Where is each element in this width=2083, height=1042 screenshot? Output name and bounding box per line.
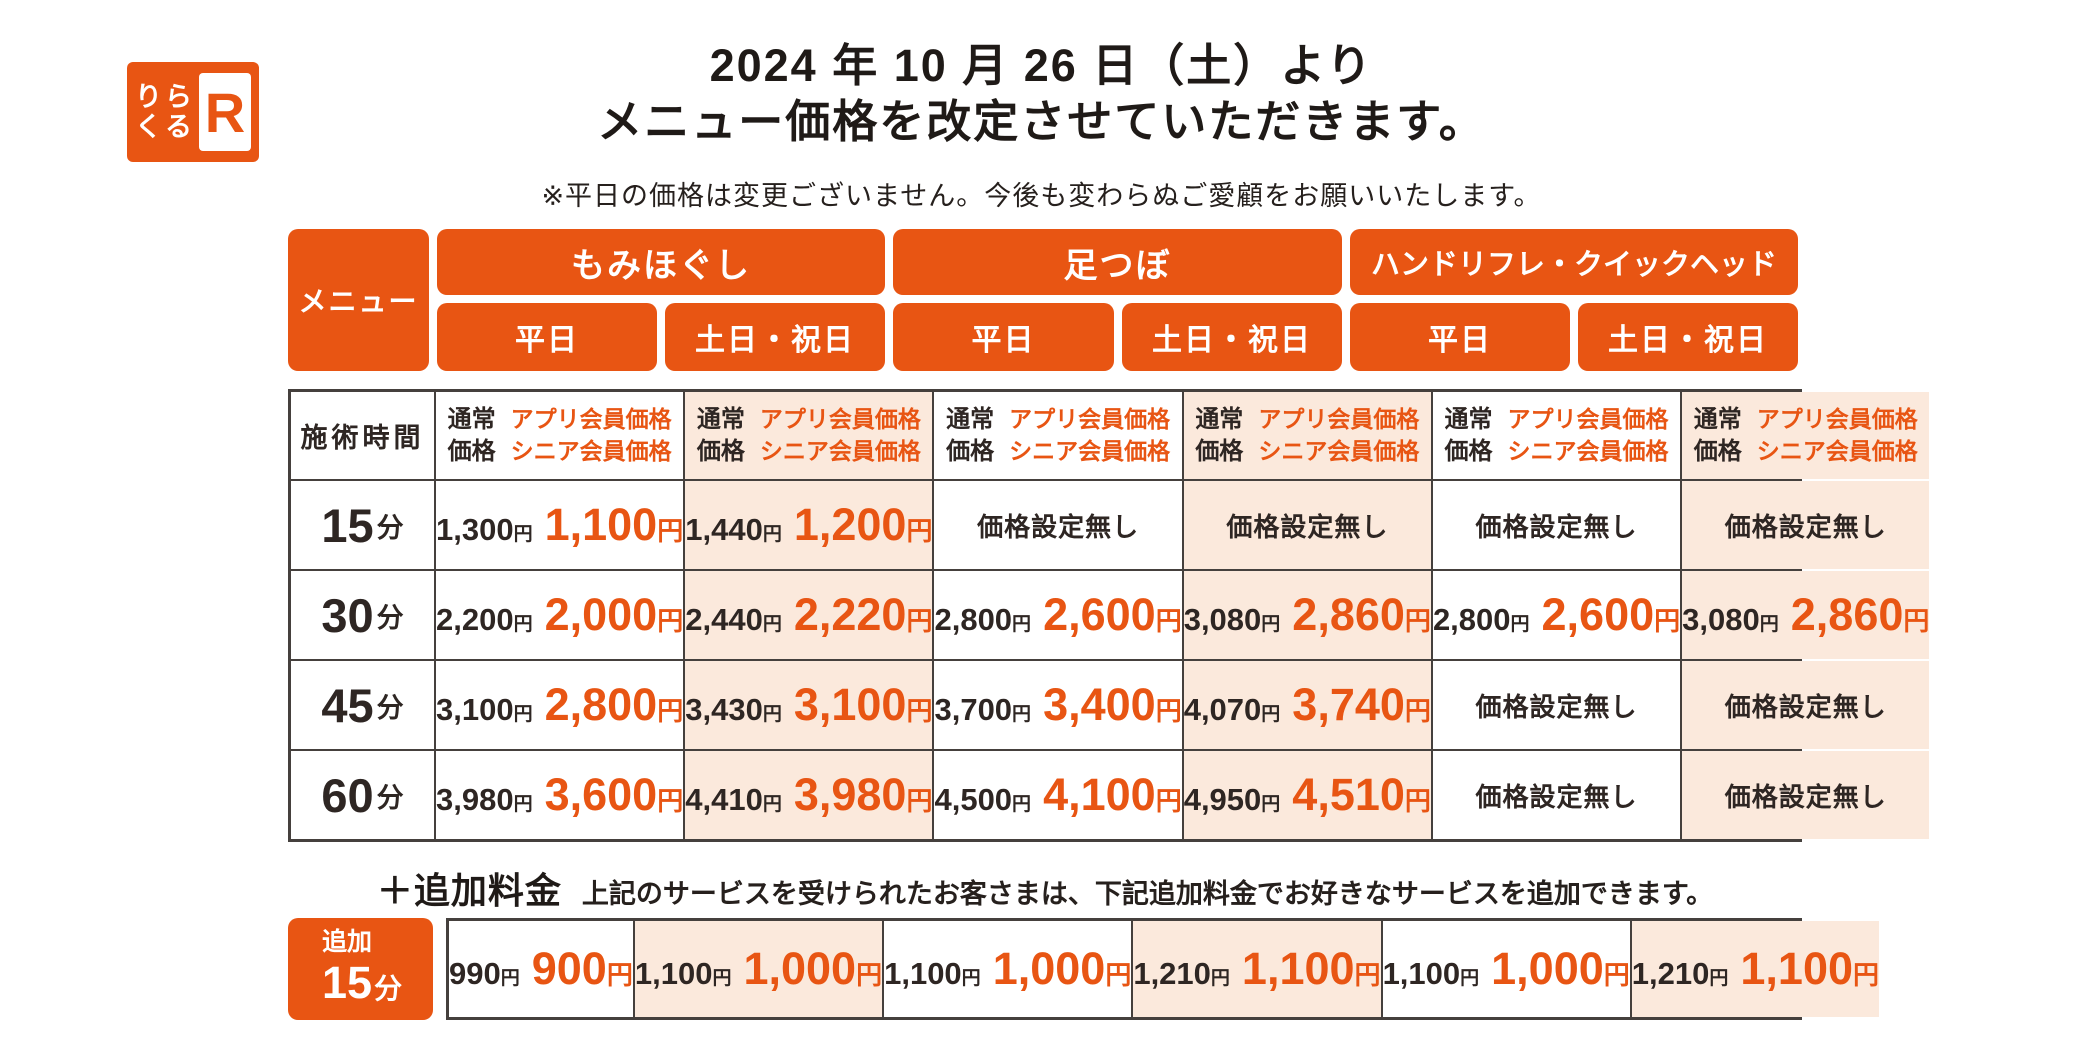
time-cell-15: 15 分 <box>291 481 434 569</box>
addon-price-table: 990円 900円 1,100円 1,000円 1,100円 1,000円 1,210… <box>446 918 1880 1020</box>
price-cell: 3,080円 2,860円 <box>1682 571 1930 659</box>
no-price-cell: 価格設定無し <box>934 481 1182 569</box>
no-price-cell: 価格設定無し <box>1682 661 1930 749</box>
addon-description: 上記のサービスを受けられたお客さまは、下記追加料金でお好きなサービスを追加できま… <box>581 879 1714 909</box>
category-header-momihogushi: もみほぐし <box>437 229 885 295</box>
day-header-hand-weekday: 平日 <box>1350 303 1570 371</box>
member-price-label: アプリ会員価格 シニア会員価格 <box>1756 406 1918 464</box>
logo-kana-2: ら <box>165 81 192 112</box>
no-price-cell: 価格設定無し <box>1682 751 1930 839</box>
day-header-momihogushi-weekend: 土日・祝日 <box>665 303 885 371</box>
price-cell: 3,980円 3,600円 <box>436 751 684 839</box>
title-line-2: メニュー価格を改定させていただきます。 <box>597 96 1486 148</box>
price-cell: 4,950円 4,510円 <box>1183 751 1431 839</box>
day-header-ashitsubo-weekend: 土日・祝日 <box>1122 303 1342 371</box>
addon-title: ＋追加料金 <box>376 870 562 911</box>
no-price-cell: 価格設定無し <box>1183 481 1431 569</box>
logo-kana-text: り ら く る <box>135 81 192 142</box>
member-price-label: アプリ会員価格 シニア会員価格 <box>510 406 672 464</box>
normal-price-label: 通常 価格 <box>1444 406 1493 465</box>
addon-15min-label: 追加 15分 <box>288 918 433 1020</box>
day-header-ashitsubo-weekday: 平日 <box>893 303 1114 371</box>
price-cell: 2,800円 2,600円 <box>1432 571 1681 659</box>
member-price-label: アプリ会員価格 シニア会員価格 <box>1258 406 1420 464</box>
no-price-cell: 価格設定無し <box>1432 481 1681 569</box>
price-cell: 3,100円 2,800円 <box>436 661 684 749</box>
normal-price-label: 通常 価格 <box>696 406 745 465</box>
title-line-1: 2024 年 10 月 26 日（土）より <box>709 40 1374 91</box>
price-cell: 4,500円 4,100円 <box>934 751 1182 839</box>
addon-price-cell: 1,210円 1,100円 <box>1631 921 1880 1017</box>
rirakuru-logo: り ら く る R <box>127 62 259 162</box>
normal-price-label: 通常 価格 <box>946 406 995 465</box>
price-cell: 2,800円 2,600円 <box>934 571 1182 659</box>
addon-price-cell: 990円 900円 <box>449 921 633 1017</box>
no-price-cell: 価格設定無し <box>1432 661 1681 749</box>
price-type-header: 通常 価格 アプリ会員価格 シニア会員価格 <box>685 392 933 479</box>
title-note: ※平日の価格は変更ございません。今後も変わらぬご愛顧をお願いいたします。 <box>541 181 1542 211</box>
price-cell: 3,700円 3,400円 <box>934 661 1182 749</box>
addon-price-cell: 1,100円 1,000円 <box>634 921 883 1017</box>
price-type-header: 通常 価格 アプリ会員価格 シニア会員価格 <box>1183 392 1431 479</box>
treatment-time-header: 施術時間 <box>291 392 434 479</box>
category-header-handrefle-quickhead: ハンドリフレ・クイックヘッド <box>1350 229 1798 295</box>
price-type-header: 通常 価格 アプリ会員価格 シニア会員価格 <box>934 392 1182 479</box>
price-table: 施術時間 通常 価格 アプリ会員価格 シニア会員価格 通常 価格 アプリ会員価格 シニア… <box>288 389 1930 842</box>
normal-price-label: 通常 価格 <box>1693 406 1742 465</box>
price-type-header: 通常 価格 アプリ会員価格 シニア会員価格 <box>436 392 684 479</box>
menu-header: メニュー <box>288 229 429 371</box>
time-cell-60: 60 分 <box>291 751 434 839</box>
member-price-label: アプリ会員価格 シニア会員価格 <box>1009 406 1171 464</box>
price-type-header: 通常 価格 アプリ会員価格 シニア会員価格 <box>1682 392 1930 479</box>
price-cell: 4,410円 3,980円 <box>685 751 933 839</box>
time-cell-45: 45 分 <box>291 661 434 749</box>
price-cell: 3,430円 3,100円 <box>685 661 933 749</box>
addon-price-cell: 1,100円 1,000円 <box>884 921 1132 1017</box>
time-cell-30: 30 分 <box>291 571 434 659</box>
member-price-label: アプリ会員価格 シニア会員価格 <box>1507 406 1669 464</box>
price-cell: 3,080円 2,860円 <box>1183 571 1431 659</box>
price-cell: 2,200円 2,000円 <box>436 571 684 659</box>
category-header-ashitsubo: 足つぼ <box>893 229 1342 295</box>
price-cell: 1,440円 1,200円 <box>685 481 933 569</box>
no-price-cell: 価格設定無し <box>1432 751 1681 839</box>
addon-price-cell: 1,210円 1,100円 <box>1133 921 1381 1017</box>
logo-kana-3: く <box>135 112 162 142</box>
page-title: 2024 年 10 月 26 日（土）より メニュー価格を改定させていただきます… <box>0 38 2083 151</box>
normal-price-label: 通常 価格 <box>447 406 496 465</box>
member-price-label: アプリ会員価格 シニア会員価格 <box>759 406 921 464</box>
addon-price-cell: 1,100円 1,000円 <box>1382 921 1630 1017</box>
day-header-momihogushi-weekday: 平日 <box>437 303 657 371</box>
logo-kana-1: り <box>135 81 162 112</box>
price-cell: 4,070円 3,740円 <box>1183 661 1431 749</box>
normal-price-label: 通常 価格 <box>1195 406 1244 465</box>
day-header-hand-weekend: 土日・祝日 <box>1578 303 1798 371</box>
price-cell: 2,440円 2,220円 <box>685 571 933 659</box>
addon-heading: ＋追加料金 上記のサービスを受けられたお客さまは、下記追加料金でお好きなサービス… <box>288 862 1802 914</box>
no-price-cell: 価格設定無し <box>1682 481 1930 569</box>
price-cell: 1,300円 1,100円 <box>436 481 684 569</box>
logo-r-icon: R <box>199 73 251 151</box>
price-type-header: 通常 価格 アプリ会員価格 シニア会員価格 <box>1432 392 1681 479</box>
logo-kana-4: る <box>165 112 192 142</box>
